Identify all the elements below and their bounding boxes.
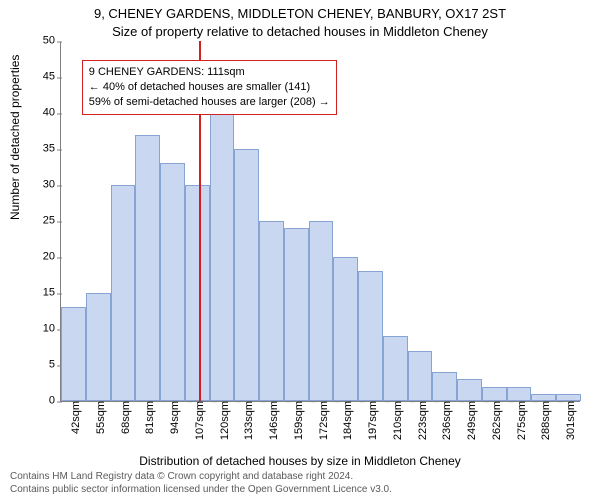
histogram-bar [259,221,284,401]
histogram-bar [210,113,235,401]
annotation-line: ← 40% of detached houses are smaller (14… [89,80,330,95]
chart-root: 9, CHENEY GARDENS, MIDDLETON CHENEY, BAN… [0,0,600,500]
histogram-bar [185,185,210,401]
histogram-bar [482,387,507,401]
chart-subtitle: Size of property relative to detached ho… [0,22,600,40]
annotation-line: 9 CHENEY GARDENS: 111sqm [89,65,330,80]
histogram-bar [61,307,86,401]
annotation-line: 59% of semi-detached houses are larger (… [89,95,330,110]
histogram-bar [507,387,532,401]
x-tick: 133sqm [236,401,255,440]
x-tick: 94sqm [162,401,181,434]
y-tick: 50 [15,36,61,47]
histogram-bar [234,149,259,401]
y-tick: 45 [15,72,61,83]
x-tick: 55sqm [88,401,107,434]
histogram-bar [457,379,482,401]
histogram-bar [383,336,408,401]
x-tick: 81sqm [137,401,156,434]
x-tick: 120sqm [212,401,231,440]
histogram-bar [86,293,111,401]
x-tick: 236sqm [434,401,453,440]
x-tick: 210sqm [385,401,404,440]
y-tick: 10 [15,324,61,335]
x-tick: 68sqm [113,401,132,434]
plot-area-wrap: 0510152025303540455042sqm55sqm68sqm81sqm… [60,42,580,402]
histogram-bar [556,394,581,401]
y-tick: 25 [15,216,61,227]
y-tick: 30 [15,180,61,191]
footer-attribution: Contains HM Land Registry data © Crown c… [10,471,392,496]
histogram-bar [333,257,358,401]
y-tick: 0 [15,396,61,407]
footer-line-1: Contains HM Land Registry data © Crown c… [10,471,392,484]
x-tick: 184sqm [335,401,354,440]
x-tick: 275sqm [509,401,528,440]
histogram-bar [111,185,136,401]
histogram-bar [408,351,433,401]
annotation-box: 9 CHENEY GARDENS: 111sqm← 40% of detache… [82,60,337,115]
histogram-bar [135,135,160,401]
histogram-bar [309,221,334,401]
plot-area: 0510152025303540455042sqm55sqm68sqm81sqm… [60,42,580,402]
x-tick: 249sqm [459,401,478,440]
x-tick: 159sqm [286,401,305,440]
histogram-bar [531,394,556,401]
y-tick: 15 [15,288,61,299]
x-tick: 301sqm [558,401,577,440]
chart-title: 9, CHENEY GARDENS, MIDDLETON CHENEY, BAN… [0,0,600,22]
x-tick: 223sqm [410,401,429,440]
histogram-bar [432,372,457,401]
y-tick: 40 [15,108,61,119]
y-tick: 20 [15,252,61,263]
histogram-bar [160,163,185,401]
x-axis-label: Distribution of detached houses by size … [0,454,600,468]
footer-line-2: Contains public sector information licen… [10,484,392,497]
x-tick: 172sqm [311,401,330,440]
histogram-bar [284,228,309,401]
y-tick: 35 [15,144,61,155]
x-tick: 146sqm [261,401,280,440]
histogram-bar [358,271,383,401]
x-tick: 107sqm [187,401,206,440]
x-tick: 262sqm [484,401,503,440]
x-tick: 288sqm [533,401,552,440]
x-tick: 42sqm [63,401,82,434]
y-tick: 5 [15,360,61,371]
x-tick: 197sqm [360,401,379,440]
